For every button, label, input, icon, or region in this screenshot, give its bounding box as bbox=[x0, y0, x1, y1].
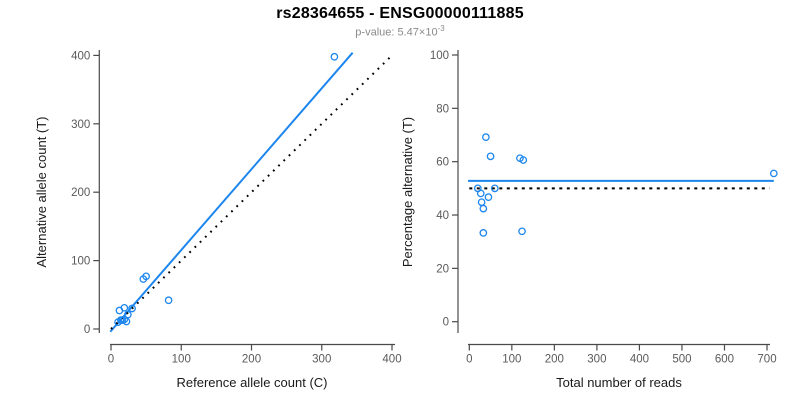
pvalue-mantissa: 5.47×10 bbox=[397, 26, 438, 39]
data-point bbox=[128, 304, 136, 313]
data-point bbox=[120, 315, 129, 324]
data-point bbox=[330, 52, 339, 61]
data-point bbox=[476, 189, 485, 198]
x-tick-label: 400 bbox=[382, 354, 401, 366]
y-axis-title: Percentage alternative (T) bbox=[400, 117, 415, 267]
data-point bbox=[142, 272, 150, 281]
plot-title: rs28364655 - ENSG00000111885 bbox=[276, 5, 524, 22]
x-tick-label: 100 bbox=[502, 354, 521, 366]
x-tick-label: 0 bbox=[466, 354, 472, 366]
plot-subtitle: p-value: 5.47×10-3 bbox=[0, 24, 800, 39]
data-point bbox=[486, 152, 495, 161]
x-tick-label: 0 bbox=[108, 354, 114, 366]
data-point bbox=[164, 296, 173, 305]
y-tick-label: 0 bbox=[84, 324, 90, 336]
data-point bbox=[120, 303, 129, 312]
identity-line bbox=[110, 53, 394, 330]
y-tick-label: 0 bbox=[443, 317, 449, 329]
allele-counts-scatter: 0 100 200 300 400 0 100 200 300 400 Reference alle… bbox=[34, 50, 402, 390]
y-tick-label: 100 bbox=[430, 50, 449, 62]
data-point bbox=[124, 310, 132, 319]
y-tick-label: 300 bbox=[71, 119, 90, 131]
x-axis-title: Reference allele count (C) bbox=[176, 375, 327, 390]
data-point bbox=[484, 193, 493, 202]
y-tick-label: 60 bbox=[436, 157, 449, 169]
x-tick-label: 700 bbox=[757, 354, 776, 366]
pvalue-prefix: p-value: bbox=[355, 26, 398, 39]
data-point bbox=[769, 169, 778, 178]
data-point bbox=[479, 204, 488, 213]
y-tick-label: 200 bbox=[71, 187, 90, 199]
data-point bbox=[477, 198, 486, 207]
x-tick-label: 200 bbox=[545, 354, 564, 366]
x-axis-title: Total number of reads bbox=[556, 375, 682, 390]
data-point bbox=[479, 229, 488, 237]
y-tick-label: 80 bbox=[436, 103, 449, 115]
y-tick-label: 20 bbox=[436, 263, 449, 275]
x-tick-label: 300 bbox=[587, 354, 606, 366]
percentage-alternative-scatter: 0 100 200 300 400 500 600 700 0 20 40 60 80 100 Total … bbox=[400, 50, 778, 390]
data-point bbox=[482, 133, 490, 141]
data-point bbox=[519, 156, 528, 164]
x-tick-label: 300 bbox=[312, 354, 331, 366]
y-tick-label: 400 bbox=[71, 50, 90, 62]
regression-fit-line bbox=[109, 52, 354, 333]
x-tick-label: 400 bbox=[630, 354, 649, 366]
x-tick-label: 100 bbox=[172, 354, 191, 366]
data-point bbox=[122, 317, 131, 326]
data-point bbox=[518, 227, 526, 236]
data-point bbox=[490, 184, 499, 193]
x-tick-label: 200 bbox=[242, 354, 261, 366]
y-tick-label: 40 bbox=[436, 210, 449, 222]
pvalue-exponent: -3 bbox=[437, 24, 445, 33]
y-axis-title: Alternative allele count (T) bbox=[34, 116, 49, 267]
y-tick-label: 100 bbox=[71, 256, 90, 268]
x-tick-label: 600 bbox=[715, 354, 734, 366]
x-tick-label: 500 bbox=[672, 354, 691, 366]
